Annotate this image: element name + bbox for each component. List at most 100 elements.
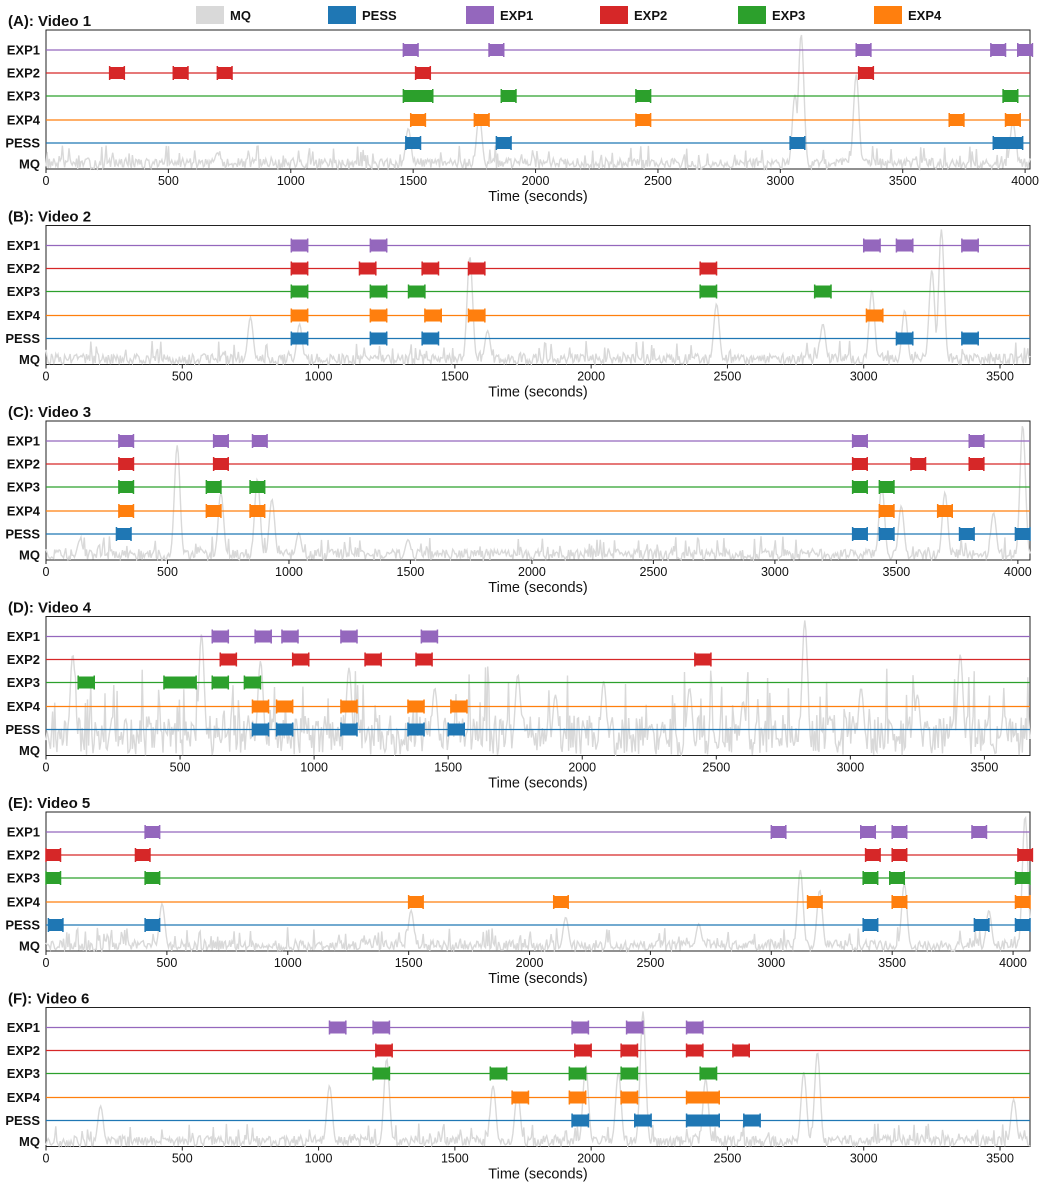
x-tick-label: 3500 xyxy=(878,956,906,970)
segment-exp2 xyxy=(365,653,382,666)
legend-item-exp4: EXP4 xyxy=(874,6,941,24)
segment-pess xyxy=(448,723,465,736)
segment-exp1 xyxy=(489,44,504,56)
segment-exp3 xyxy=(700,285,717,298)
row-label-exp1: EXP1 xyxy=(7,238,40,253)
row-label-pess: PESS xyxy=(5,918,40,933)
x-axis-label: Time (seconds) xyxy=(488,776,587,792)
segment-exp2 xyxy=(865,849,881,861)
x-tick-label: 4000 xyxy=(1004,565,1032,579)
segment-exp1 xyxy=(118,435,134,447)
segment-exp3 xyxy=(244,676,261,689)
row-label-mq: MQ xyxy=(19,939,40,954)
row-label-exp1: EXP1 xyxy=(7,825,40,840)
x-axis-label: Time (seconds) xyxy=(488,580,587,596)
segment-exp4 xyxy=(450,700,467,713)
x-axis-label: Time (seconds) xyxy=(488,1167,587,1183)
x-tick-label: 2500 xyxy=(714,1152,742,1166)
segment-exp4 xyxy=(252,700,269,713)
segment-exp1 xyxy=(329,1021,346,1034)
segment-exp4 xyxy=(512,1091,529,1104)
x-tick-label: 2000 xyxy=(568,761,596,775)
segment-exp1 xyxy=(892,826,907,838)
row-label-pess: PESS xyxy=(5,1113,40,1128)
legend-swatch-exp4 xyxy=(874,6,902,24)
x-tick-label: 3000 xyxy=(850,1152,878,1166)
segment-exp1 xyxy=(145,826,160,838)
x-tick-label: 0 xyxy=(43,956,50,970)
segment-exp3 xyxy=(863,872,878,884)
segment-pess xyxy=(407,723,425,736)
x-tick-label: 3000 xyxy=(836,761,864,775)
x-tick-label: 3500 xyxy=(882,565,910,579)
segment-exp2 xyxy=(969,458,984,470)
segment-exp3 xyxy=(569,1067,586,1080)
segment-exp1 xyxy=(969,435,984,447)
segment-exp1 xyxy=(252,435,268,447)
segment-exp2 xyxy=(415,67,431,79)
legend-item-exp3: EXP3 xyxy=(738,6,805,24)
segment-pess xyxy=(145,919,160,931)
row-label-exp2: EXP2 xyxy=(7,652,40,667)
mq-signal xyxy=(45,34,1031,172)
x-tick-label: 2000 xyxy=(577,1152,605,1166)
x-tick-label: 0 xyxy=(43,1152,50,1166)
segment-exp4 xyxy=(408,896,424,908)
segment-exp1 xyxy=(1017,44,1033,56)
row-label-exp1: EXP1 xyxy=(7,43,40,58)
segment-pess xyxy=(896,332,913,345)
segment-exp4 xyxy=(370,309,387,322)
segment-exp1 xyxy=(860,826,876,838)
x-tick-label: 1000 xyxy=(275,565,303,579)
legend-label: EXP3 xyxy=(772,7,806,23)
x-tick-label: 2500 xyxy=(637,956,665,970)
segment-pess xyxy=(863,919,878,931)
legend-swatch-exp2 xyxy=(600,6,628,24)
x-tick-label: 0 xyxy=(43,565,50,579)
segment-pess xyxy=(48,919,63,931)
segment-exp4 xyxy=(553,896,569,908)
segment-exp1 xyxy=(213,435,229,447)
row-label-mq: MQ xyxy=(19,1134,40,1149)
panel-title: (C): Video 3 xyxy=(8,404,91,421)
segment-pess xyxy=(405,137,421,149)
segment-exp2 xyxy=(574,1044,592,1057)
segment-exp2 xyxy=(291,262,308,275)
x-tick-label: 3000 xyxy=(850,370,878,384)
segment-exp2 xyxy=(700,262,717,275)
x-tick-label: 1000 xyxy=(277,174,305,188)
segment-exp2 xyxy=(858,67,874,79)
segment-exp4 xyxy=(866,309,883,322)
segment-exp4 xyxy=(892,896,907,908)
x-tick-label: 3000 xyxy=(766,174,794,188)
x-tick-label: 500 xyxy=(170,761,191,775)
x-axis-label: Time (seconds) xyxy=(488,189,587,205)
segment-pess xyxy=(252,723,269,736)
segment-exp1 xyxy=(373,1021,390,1034)
segment-exp1 xyxy=(961,239,979,252)
segment-exp3 xyxy=(814,285,832,298)
segment-exp2 xyxy=(109,67,125,79)
segment-exp4 xyxy=(635,114,651,126)
x-tick-label: 1500 xyxy=(441,370,469,384)
x-tick-label: 1500 xyxy=(399,174,427,188)
mq-signal xyxy=(45,229,1031,367)
row-label-exp2: EXP2 xyxy=(7,261,40,276)
segment-exp2 xyxy=(468,262,485,275)
plot-frame xyxy=(45,29,1031,170)
row-label-exp4: EXP4 xyxy=(7,113,41,128)
x-tick-label: 0 xyxy=(43,761,50,775)
segment-exp4 xyxy=(424,309,442,322)
segment-exp2 xyxy=(852,458,868,470)
panel-title: (A): Video 1 xyxy=(8,13,91,30)
x-tick-label: 1500 xyxy=(441,1152,469,1166)
segment-pess xyxy=(340,723,358,736)
x-tick-label: 500 xyxy=(158,174,179,188)
row-label-exp3: EXP3 xyxy=(7,480,40,495)
segment-exp4 xyxy=(807,896,823,908)
segment-pess xyxy=(422,332,439,345)
x-tick-label: 500 xyxy=(172,1152,193,1166)
segment-exp1 xyxy=(626,1021,643,1034)
row-label-exp4: EXP4 xyxy=(7,895,41,910)
